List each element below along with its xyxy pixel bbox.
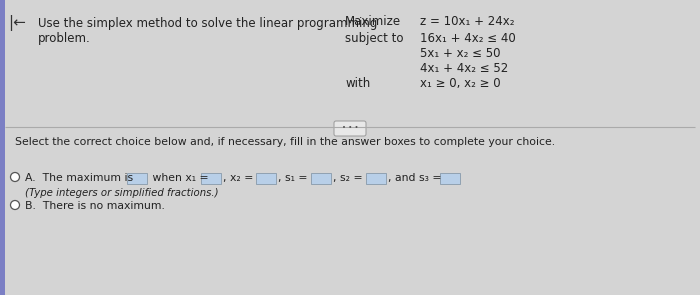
Text: • • •: • • •	[342, 125, 358, 131]
Text: (Type integers or simplified fractions.): (Type integers or simplified fractions.)	[25, 188, 218, 198]
Text: |←: |←	[8, 15, 26, 31]
Bar	[0, 0, 5, 295]
Text: , s₂ =: , s₂ =	[333, 173, 363, 183]
Text: B.  There is no maximum.: B. There is no maximum.	[25, 201, 165, 211]
Text: 16x₁ + 4x₂ ≤ 40: 16x₁ + 4x₂ ≤ 40	[420, 32, 516, 45]
Text: , and s₃ =: , and s₃ =	[388, 173, 442, 183]
Text: z = 10x₁ + 24x₂: z = 10x₁ + 24x₂	[420, 15, 514, 28]
Circle shape	[10, 201, 20, 209]
FancyBboxPatch shape	[311, 173, 331, 183]
FancyBboxPatch shape	[201, 173, 221, 183]
Text: Select the correct choice below and, if necessary, fill in the answer boxes to c: Select the correct choice below and, if …	[15, 137, 555, 147]
Text: subject to: subject to	[345, 32, 403, 45]
Text: x₁ ≥ 0, x₂ ≥ 0: x₁ ≥ 0, x₂ ≥ 0	[420, 77, 500, 90]
FancyBboxPatch shape	[256, 173, 276, 183]
FancyBboxPatch shape	[127, 173, 147, 183]
Text: Maximize: Maximize	[345, 15, 401, 28]
Text: A.  The maximum is: A. The maximum is	[25, 173, 133, 183]
FancyBboxPatch shape	[334, 121, 366, 136]
Text: when x₁ =: when x₁ =	[149, 173, 209, 183]
Circle shape	[10, 173, 20, 181]
Text: Use the simplex method to solve the linear programming: Use the simplex method to solve the line…	[38, 17, 377, 30]
FancyBboxPatch shape	[366, 173, 386, 183]
Text: , s₁ =: , s₁ =	[278, 173, 307, 183]
Text: problem.: problem.	[38, 32, 91, 45]
Text: with: with	[345, 77, 370, 90]
Text: , x₂ =: , x₂ =	[223, 173, 253, 183]
FancyBboxPatch shape	[440, 173, 460, 183]
Text: 4x₁ + 4x₂ ≤ 52: 4x₁ + 4x₂ ≤ 52	[420, 62, 508, 75]
Text: 5x₁ + x₂ ≤ 50: 5x₁ + x₂ ≤ 50	[420, 47, 500, 60]
